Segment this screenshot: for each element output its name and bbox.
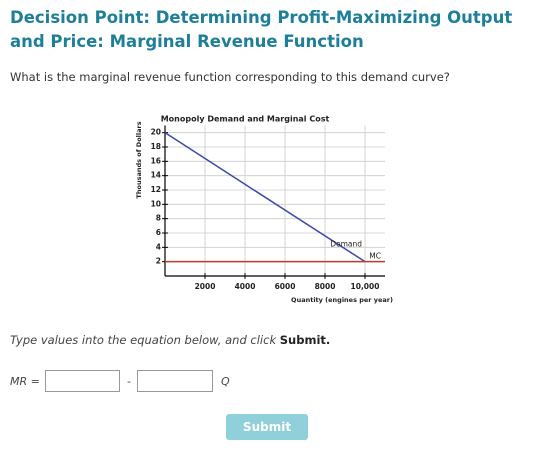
chart: Monopoly Demand and Marginal Cost Thousa… [135,115,393,305]
question: What is the marginal revenue function co… [10,70,450,84]
equation-variable: Q [221,375,230,388]
y-tick-label: 20 [151,128,161,137]
equation-operator: - [127,375,131,388]
y-tick-label: 18 [151,142,161,151]
y-tick-label: 8 [156,214,161,223]
x-tick-label: 4000 [235,282,256,291]
x-axis-label: Quantity (engines per year) [291,296,393,304]
equation-lhs: MR = [10,375,40,388]
y-tick-label: 16 [151,156,161,165]
submit-button[interactable]: Submit [226,414,308,440]
slope-input[interactable] [137,370,213,392]
y-tick-label: 4 [156,242,161,251]
y-tick-label: 12 [151,185,161,194]
intercept-input[interactable] [45,370,120,392]
y-tick-label: 14 [151,171,161,180]
y-tick-label: 2 [156,257,161,266]
chart-title: Monopoly Demand and Marginal Cost [161,115,330,124]
y-axis-label: Thousands of Dollars [135,121,143,198]
y-tick-label: 10 [151,199,161,208]
x-tick-label: 6000 [275,282,296,291]
series-label: MC [369,252,381,261]
instruction-text: Type values into the equation below, and… [10,333,280,347]
x-tick-label: 2000 [195,282,216,291]
series-label: Demand [330,240,362,249]
instruction: Type values into the equation below, and… [10,333,330,347]
x-tick-label: 10,000 [351,282,380,291]
x-tick-label: 8000 [315,282,336,291]
page-title: Decision Point: Determining Profit-Maxim… [10,8,513,51]
instruction-emphasis: Submit. [279,333,331,347]
series-line [164,132,366,263]
y-tick-label: 6 [156,228,161,237]
